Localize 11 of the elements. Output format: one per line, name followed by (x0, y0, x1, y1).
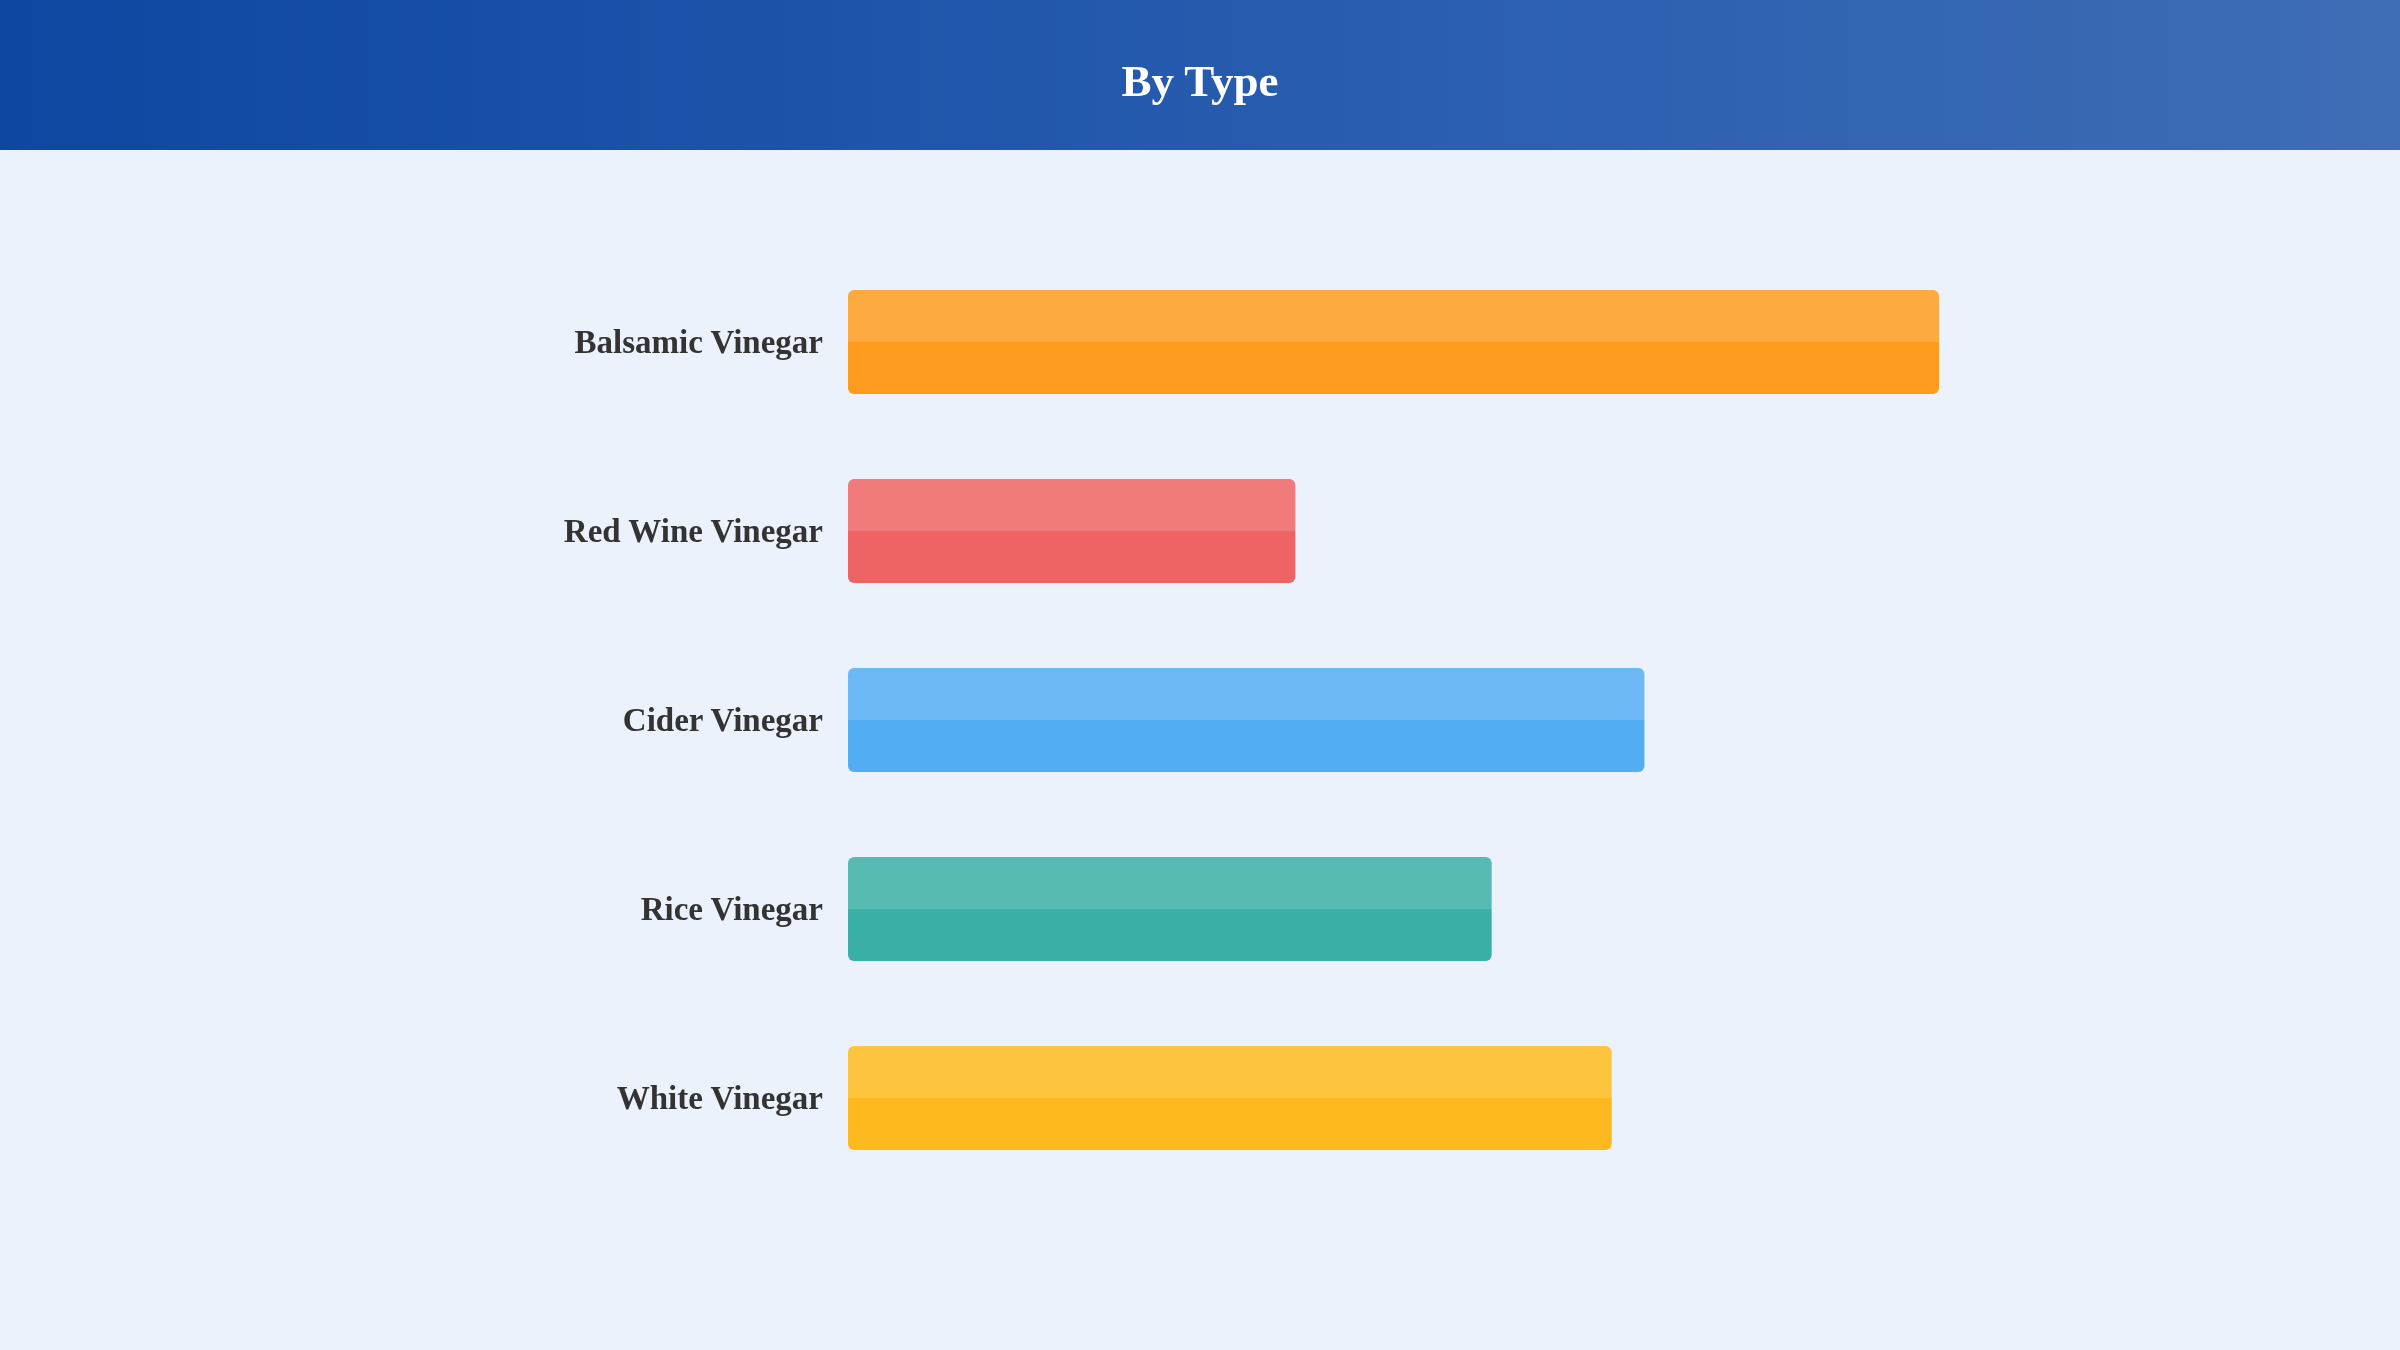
bar (848, 857, 1492, 961)
bar (848, 668, 1645, 772)
bar (848, 290, 1939, 394)
y-tick-label: Rice Vinegar (640, 890, 823, 927)
chart-title: By Type (1121, 55, 1279, 107)
bar (848, 1046, 1612, 1150)
bar (848, 479, 1296, 583)
y-tick-label: White Vinegar (616, 1079, 823, 1116)
y-tick-label: Cider Vinegar (622, 701, 823, 738)
y-tick-label: Red Wine Vinegar (563, 512, 823, 549)
y-tick-label: Balsamic Vinegar (574, 323, 823, 360)
